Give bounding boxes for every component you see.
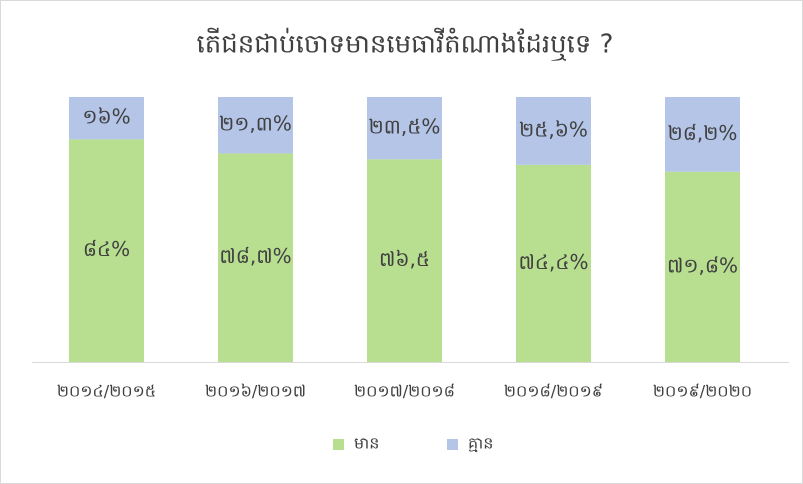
bar-segment (69, 139, 144, 362)
x-tick-label: ២០១៧/២០១៨ (354, 382, 455, 401)
data-label: ២៨,២% (668, 121, 738, 145)
x-tick-label: ២០១៨/២០១៩ (504, 382, 603, 401)
bar-segment (665, 97, 740, 172)
data-label: ២៣,៥% (369, 115, 441, 139)
data-label: ៧៨,៧% (219, 244, 291, 268)
data-label: ៧១,៨% (667, 253, 738, 277)
data-label: ៨៤% (83, 237, 130, 261)
data-label: ៧៤,៤% (518, 250, 588, 274)
bar-segment (367, 97, 442, 160)
chart-title: តើជនជាប់ចោទមានមេធាវីតំណាងដែរឬទេ ? (197, 28, 614, 62)
data-label: ៧៦,៥ (379, 247, 430, 271)
bar-segment (516, 164, 591, 362)
data-label: ២៥,៦% (519, 117, 588, 141)
legend-label: គ្មាន (468, 434, 493, 453)
legend-swatch (333, 439, 344, 450)
data-label: ២១,៣% (219, 112, 292, 136)
bar-segment (665, 171, 740, 362)
bar-segment (69, 97, 144, 140)
bar-segment (218, 97, 293, 154)
data-label: ១៦% (82, 105, 130, 129)
legend-swatch (447, 439, 458, 450)
bar-segment (367, 159, 442, 362)
x-tick-label: ២០១៦/២០១៧ (205, 382, 306, 401)
x-tick-label: ២០១៤/២០១៥ (57, 382, 156, 401)
bar-segment (516, 97, 591, 165)
bar-segment (218, 153, 293, 362)
x-tick-label: ២០១៩/២០២០ (653, 382, 752, 401)
legend-label: មាន (354, 434, 379, 453)
